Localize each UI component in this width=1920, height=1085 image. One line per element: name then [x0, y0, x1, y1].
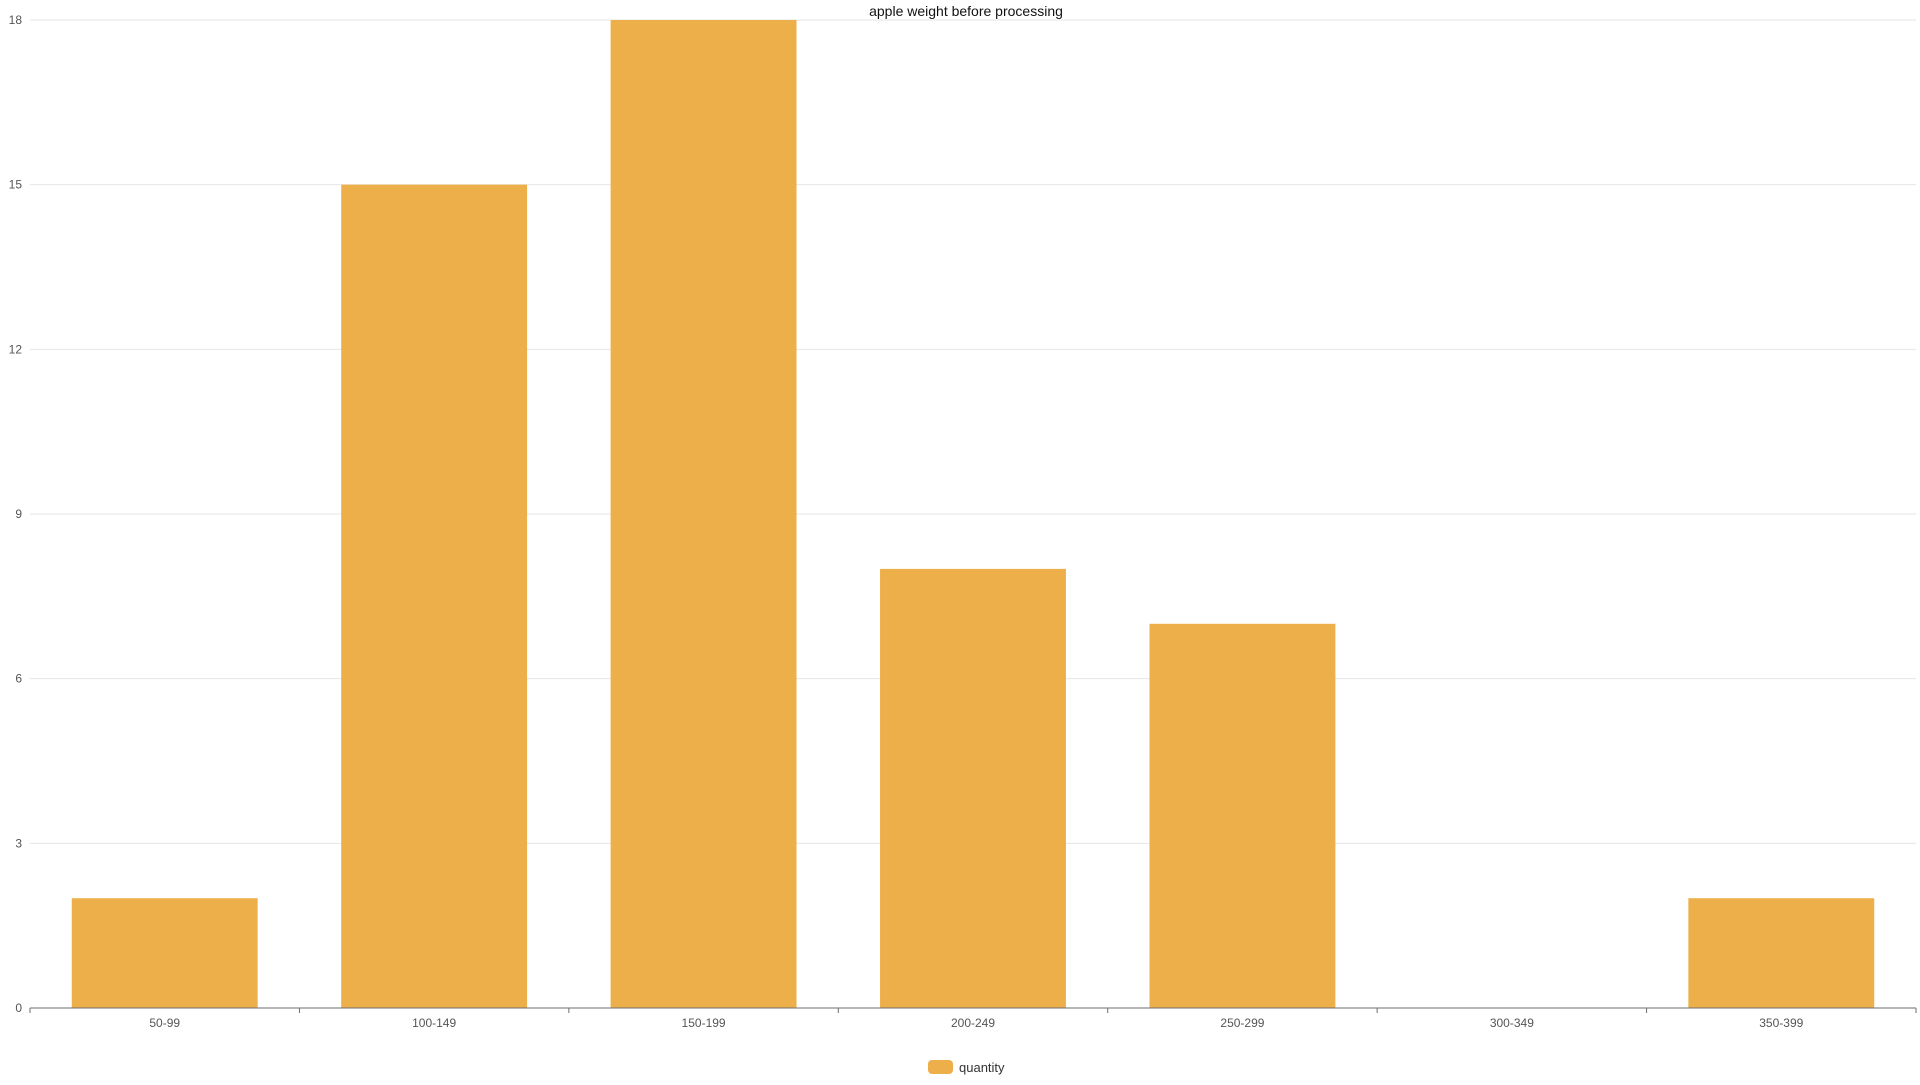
chart-title: apple weight before processing	[869, 3, 1063, 19]
bar-350-399	[1688, 898, 1875, 1008]
x-tick-label: 150-199	[682, 1016, 726, 1030]
bar-200-249	[880, 568, 1066, 1008]
x-tick-label: 250-299	[1220, 1016, 1264, 1030]
x-tick-label: 300-349	[1490, 1016, 1534, 1030]
y-tick-label: 0	[15, 1001, 22, 1015]
y-tick-label: 9	[15, 507, 22, 521]
y-tick-label: 15	[9, 178, 23, 192]
y-tick-label: 18	[9, 13, 23, 27]
y-tick-label: 12	[9, 342, 23, 356]
x-tick-label: 100-149	[412, 1016, 456, 1030]
bars	[71, 20, 1875, 1008]
legend-swatch-quantity	[928, 1060, 953, 1074]
y-tick-label: 3	[15, 836, 22, 850]
bar-50-99	[71, 898, 258, 1008]
y-tick-label: 6	[15, 672, 22, 686]
x-tick-label: 50-99	[149, 1016, 180, 1030]
legend[interactable]: quantity	[928, 1060, 1005, 1075]
x-tick-label: 350-399	[1759, 1016, 1803, 1030]
bar-250-299	[1149, 623, 1336, 1008]
x-tick-label: 200-249	[951, 1016, 995, 1030]
legend-label-quantity: quantity	[959, 1060, 1005, 1075]
axes: 0 3 6 9 12 15 18 50-99 100-149 150-199 200-249 250-…	[9, 13, 1917, 1030]
bar-150-199	[610, 20, 797, 1008]
bar-100-149	[341, 184, 528, 1008]
